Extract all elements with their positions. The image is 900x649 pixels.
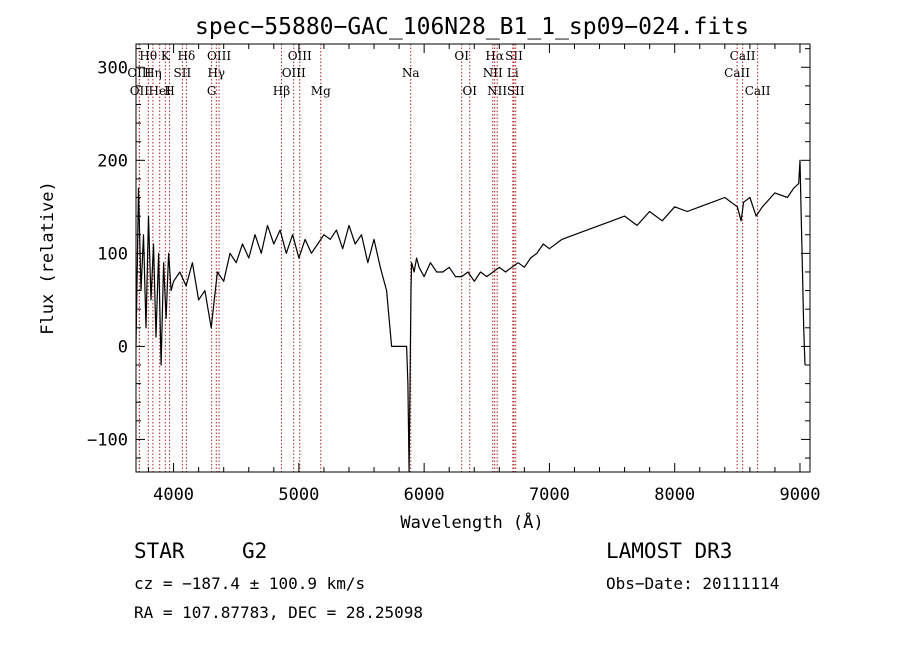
- line-label-10: Hγ: [207, 66, 225, 80]
- line-label-16: Na: [402, 66, 420, 80]
- line-label-11: G: [207, 84, 217, 98]
- spectrum-line: [135, 159, 806, 473]
- coordinates: RA = 107.87783, DEC = 28.25098: [134, 603, 423, 622]
- redshift-cz: cz = −187.4 ± 100.9 km/s: [134, 574, 366, 593]
- line-label-13: OIII: [288, 49, 312, 63]
- x-tick-label-5: 9000: [780, 485, 821, 505]
- line-label-9: OIII: [207, 49, 231, 63]
- survey-label: LAMOST DR3: [606, 539, 733, 563]
- y-tick-label-3: 200: [97, 151, 128, 171]
- line-label-7: H: [164, 84, 174, 98]
- axis-ticks: 4000 5000 6000 7000 8000 9000 −100 0 100 200 300: [87, 44, 820, 505]
- line-label-14: OIII: [282, 66, 306, 80]
- y-tick-label-2: 100: [97, 244, 128, 264]
- x-tick-label-0: 4000: [153, 485, 194, 505]
- y-axis-label: Flux (relative): [38, 181, 58, 335]
- line-label-25: CaII: [730, 49, 756, 63]
- line-label-24: SII: [507, 84, 525, 98]
- plot-frame: [135, 43, 811, 473]
- x-tick-label-1: 5000: [278, 485, 319, 505]
- line-label-21: NII: [487, 84, 507, 98]
- y-tick-label-1: 0: [118, 337, 128, 357]
- x-axis-label: Wavelength (Å): [400, 511, 543, 533]
- line-label-6: SII: [174, 66, 192, 80]
- line-label-19: Hα: [485, 49, 504, 63]
- line-label-26: CaII: [724, 66, 750, 80]
- y-tick-label-0: −100: [87, 430, 128, 450]
- line-label-22: SII: [505, 49, 523, 63]
- line-label-27: CaII: [745, 84, 771, 98]
- line-label-2: Hθ: [139, 49, 157, 63]
- line-label-4: Hη: [144, 66, 162, 80]
- line-label-18: OI: [462, 84, 477, 98]
- object-class: STAR: [134, 539, 185, 563]
- line-label-1: OIII: [127, 66, 151, 80]
- object-subclass: G2: [242, 539, 268, 563]
- line-label-17: OI: [454, 49, 469, 63]
- chart-title: spec−55880−GAC_106N28_B1_1_sp09−024.fits: [195, 14, 749, 40]
- line-label-12: Hβ: [273, 84, 290, 98]
- x-tick-label-2: 6000: [404, 485, 445, 505]
- line-label-23: Li: [507, 66, 519, 80]
- y-tick-label-4: 300: [97, 58, 128, 78]
- line-label-15: Mg: [311, 84, 331, 98]
- plot-area: [135, 159, 806, 473]
- line-label-8: Hδ: [178, 49, 196, 63]
- line-label-20: NII: [483, 66, 503, 80]
- spectrum-chart: spec−55880−GAC_106N28_B1_1_sp09−024.fits…: [38, 14, 820, 533]
- x-tick-label-4: 8000: [654, 485, 695, 505]
- obs-date: Obs−Date: 20111114: [606, 574, 780, 593]
- line-label-5: K: [161, 49, 171, 63]
- x-tick-label-3: 7000: [529, 485, 570, 505]
